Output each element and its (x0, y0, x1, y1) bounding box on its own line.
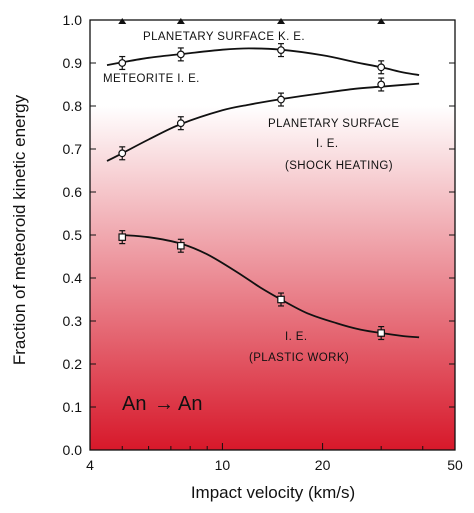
x-tick-label: 4 (86, 457, 94, 473)
data-point-circle (277, 95, 285, 104)
data-point-square (118, 233, 127, 241)
y-tick-label: 0.9 (63, 55, 83, 71)
annotation-planetary-surface: PLANETARY SURFACE (268, 118, 399, 130)
annotation-plastic-work: (PLASTIC WORK) (249, 352, 349, 364)
top-marker-triangle (118, 18, 127, 24)
data-point-square (377, 329, 385, 337)
annotation-meteorite-ie: METEORITE I. E. (103, 73, 200, 85)
reaction-right: An (178, 393, 202, 415)
x-tick-label: 50 (447, 457, 463, 473)
y-tick-label: 0.3 (63, 313, 83, 329)
reaction-left: An (122, 393, 146, 415)
axes-layer: 0.0 0.1 0.2 0.3 0.4 0.5 0.6 0.7 0.8 0.9 1.0 4 10 20 50 (63, 12, 463, 473)
y-tick-label: 0.5 (63, 227, 83, 243)
annotation-shock-heating: (SHOCK HEATING) (285, 160, 393, 172)
annotation-planetary-surface-ke: PLANETARY SURFACE K. E. (143, 31, 305, 43)
x-tick-label: 20 (315, 457, 331, 473)
y-axis-title: Fraction of meteoroid kinetic energy (10, 94, 29, 365)
data-point-square (277, 295, 285, 304)
x-tick-label: 10 (215, 457, 231, 473)
data-point-circle (118, 149, 127, 158)
y-tick-label: 1.0 (63, 12, 83, 28)
y-tick-label: 0.6 (63, 184, 83, 200)
data-point-square (177, 241, 185, 250)
reaction-arrow: → (154, 393, 174, 415)
data-point-circle (118, 59, 127, 67)
top-marker-triangle (277, 18, 286, 24)
y-tick-label: 0.8 (63, 98, 83, 114)
plot-background (90, 20, 455, 450)
points-layer (118, 43, 386, 341)
y-tick-label: 0.2 (63, 356, 83, 372)
data-point-circle (377, 80, 386, 89)
data-point-circle (377, 63, 386, 72)
x-axis-title: Impact velocity (km/s) (191, 483, 355, 502)
y-tick-label: 0.0 (63, 442, 83, 458)
top-marker-triangle (377, 18, 386, 24)
series-line-2 (106, 82, 420, 162)
y-tick-label: 0.4 (63, 270, 83, 286)
y-tick-label: 0.7 (63, 141, 83, 157)
y-tick-label: 0.1 (63, 399, 83, 415)
annotation-planetary-surface-ie: I. E. (316, 138, 338, 150)
top-marker-triangle (176, 18, 185, 24)
data-point-circle (176, 119, 185, 128)
annotation-plastic-work-ie: I. E. (285, 331, 307, 343)
data-point-circle (277, 46, 285, 54)
top-marker-layer (118, 18, 386, 24)
data-point-circle (176, 50, 185, 59)
